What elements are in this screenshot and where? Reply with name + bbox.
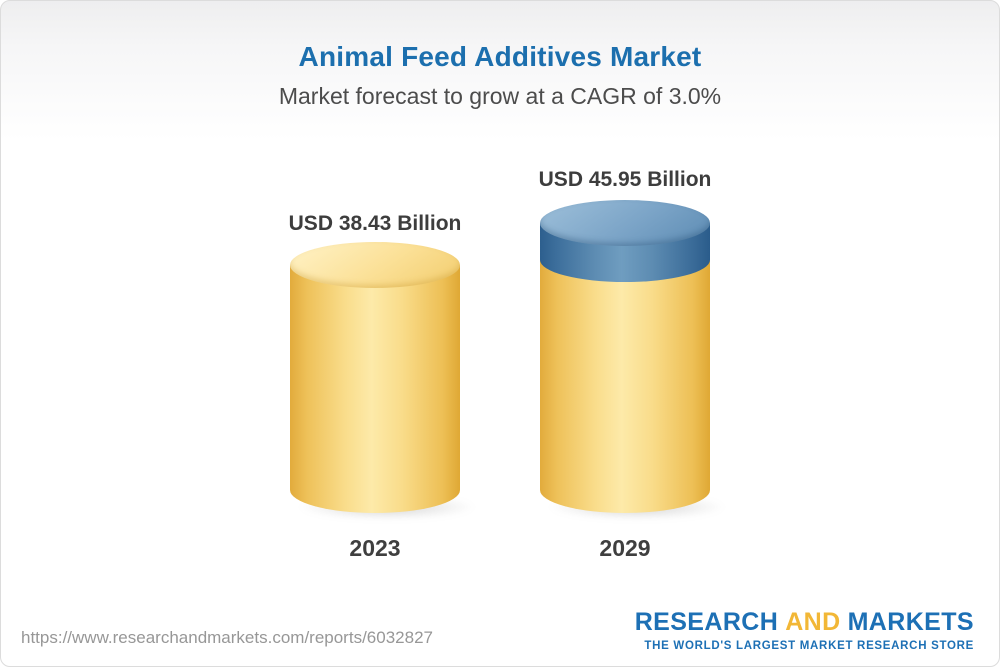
- bar-2029-cylinder: [540, 200, 726, 520]
- logo-word-research: RESEARCH: [634, 607, 779, 636]
- logo-wordmark: RESEARCH AND MARKETS: [634, 607, 974, 637]
- category-label-2023: 2023: [349, 535, 401, 561]
- bar-2023-cylinder: [290, 242, 476, 520]
- company-logo: RESEARCH AND MARKETS THE WORLD'S LARGEST M…: [634, 607, 974, 652]
- cylinder-top-face-blue: [540, 200, 710, 246]
- category-label-2029: 2029: [599, 535, 651, 561]
- value-label-2023: USD 38.43 Billion: [288, 212, 462, 235]
- page-title: Animal Feed Additives Market: [298, 41, 702, 72]
- report-url: https://www.researchandmarkets.com/repor…: [21, 628, 433, 647]
- logo-word-markets: MARKETS: [847, 607, 974, 636]
- logo-tagline: THE WORLD'S LARGEST MARKET RESEARCH STOR…: [644, 640, 974, 652]
- cylinder-body-gold: [290, 265, 460, 513]
- cylinder-body-gold: [540, 260, 710, 513]
- logo-word-and: AND: [785, 607, 841, 636]
- value-label-2029: USD 45.95 Billion: [538, 168, 712, 191]
- page-subtitle: Market forecast to grow at a CAGR of 3.0…: [278, 83, 722, 109]
- header: Animal Feed Additives Market Market fore…: [1, 1, 999, 110]
- cylinder-top-face-gold: [290, 242, 460, 288]
